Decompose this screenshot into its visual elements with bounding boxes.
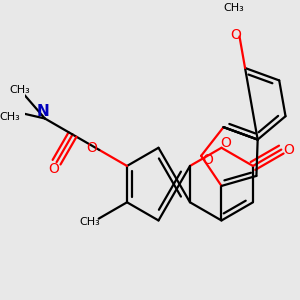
Text: N: N — [37, 104, 50, 119]
Text: CH₃: CH₃ — [0, 112, 21, 122]
Text: CH₃: CH₃ — [10, 85, 31, 95]
Text: O: O — [230, 28, 241, 42]
Text: CH₃: CH₃ — [79, 217, 100, 227]
Text: O: O — [48, 163, 59, 176]
Text: O: O — [202, 153, 213, 167]
Text: O: O — [220, 136, 231, 150]
Text: O: O — [283, 142, 294, 157]
Text: O: O — [87, 141, 98, 155]
Text: CH₃: CH₃ — [223, 3, 244, 13]
